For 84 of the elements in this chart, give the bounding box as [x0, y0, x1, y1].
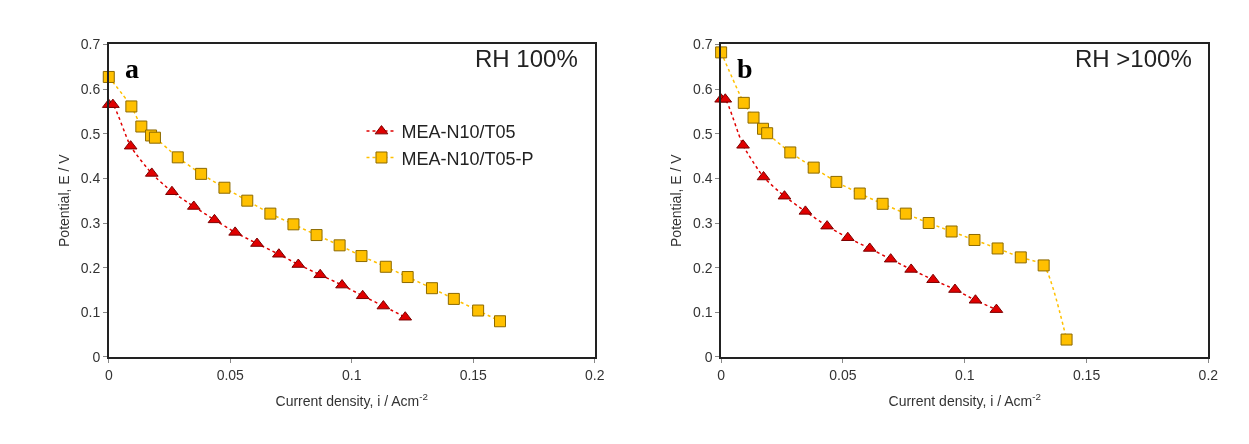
point	[171, 151, 184, 164]
x-tick-label: 0.15	[1072, 366, 1101, 383]
point	[876, 197, 889, 210]
x-tick-label: 0.05	[216, 366, 245, 383]
x-axis-title: Current density, i / Acm$^{-2}$	[275, 391, 428, 410]
point	[830, 175, 843, 188]
annotation: RH >100%	[1075, 45, 1192, 72]
y-tick-label: 0.5	[80, 125, 101, 142]
x-tick-label: 0.05	[829, 366, 857, 383]
y-tick-label: 0.6	[693, 80, 713, 97]
point	[207, 213, 222, 224]
x-tick-label: 0	[104, 366, 113, 383]
y-tick-label: 0.3	[693, 214, 713, 231]
y-tick-label: 0.5	[693, 125, 713, 142]
point	[106, 98, 120, 108]
annotation: a	[125, 53, 139, 84]
point	[310, 229, 323, 242]
point	[807, 161, 820, 174]
legend-label: MEA-N10/T05-P	[401, 148, 534, 169]
point	[287, 218, 300, 231]
point	[472, 304, 485, 317]
legend-label: MEA-N10/T05	[401, 122, 516, 143]
x-tick-label: 0.2	[585, 366, 605, 383]
point	[904, 263, 918, 273]
point	[1014, 251, 1027, 264]
point	[737, 96, 750, 109]
point	[948, 283, 962, 293]
x-tick-label: 0.1	[342, 366, 362, 383]
y-tick-label: 0.7	[80, 36, 101, 53]
point	[1060, 333, 1073, 346]
point	[333, 239, 346, 252]
point	[922, 217, 935, 229]
point	[165, 185, 179, 195]
point	[218, 181, 231, 194]
point	[820, 220, 834, 230]
point	[355, 289, 370, 300]
x-tick-label: 0.1	[955, 366, 975, 383]
point	[926, 273, 940, 283]
point	[945, 225, 958, 238]
x-tick-label: 0.15	[459, 366, 488, 383]
point	[447, 292, 460, 305]
point	[968, 233, 981, 246]
y-tick-label: 0	[92, 348, 101, 365]
y-axis-title: Potential, E / V	[668, 153, 685, 247]
point	[401, 271, 414, 284]
point	[135, 120, 148, 133]
y-tick-label: 0	[704, 348, 713, 365]
point	[853, 187, 866, 200]
point	[272, 248, 286, 258]
y-tick-label: 0.1	[80, 304, 101, 321]
point	[228, 226, 242, 236]
y-tick-label: 0.7	[693, 36, 713, 53]
point	[379, 260, 392, 273]
y-axis-title: Potential, E / V	[55, 153, 72, 247]
y-tick-label: 0.6	[80, 80, 101, 97]
point	[1037, 259, 1050, 272]
x-axis-title: Current density, i / Acm$^{-2}$	[888, 391, 1041, 410]
point	[264, 207, 277, 220]
x-tick-label: 0.2	[1198, 366, 1219, 383]
point	[991, 242, 1004, 255]
y-tick-label: 0.4	[693, 170, 713, 187]
point	[715, 46, 728, 59]
point	[761, 127, 774, 140]
x-tick-label: 0	[717, 366, 726, 383]
point	[747, 111, 760, 124]
point	[250, 237, 264, 247]
point	[313, 268, 328, 279]
annotation: RH 100%	[475, 45, 578, 72]
annotation: b	[737, 53, 753, 84]
point	[125, 100, 138, 113]
point	[355, 250, 368, 263]
point	[899, 207, 912, 220]
point	[195, 167, 208, 180]
point	[241, 194, 254, 207]
y-tick-label: 0.1	[693, 304, 713, 321]
point	[494, 315, 506, 328]
y-tick-label: 0.3	[80, 214, 101, 231]
point	[784, 146, 797, 159]
y-tick-label: 0.4	[80, 170, 101, 187]
y-tick-label: 0.2	[80, 259, 101, 276]
y-tick-label: 0.2	[693, 259, 713, 276]
point	[425, 282, 438, 295]
point	[335, 279, 349, 289]
point	[736, 139, 750, 149]
